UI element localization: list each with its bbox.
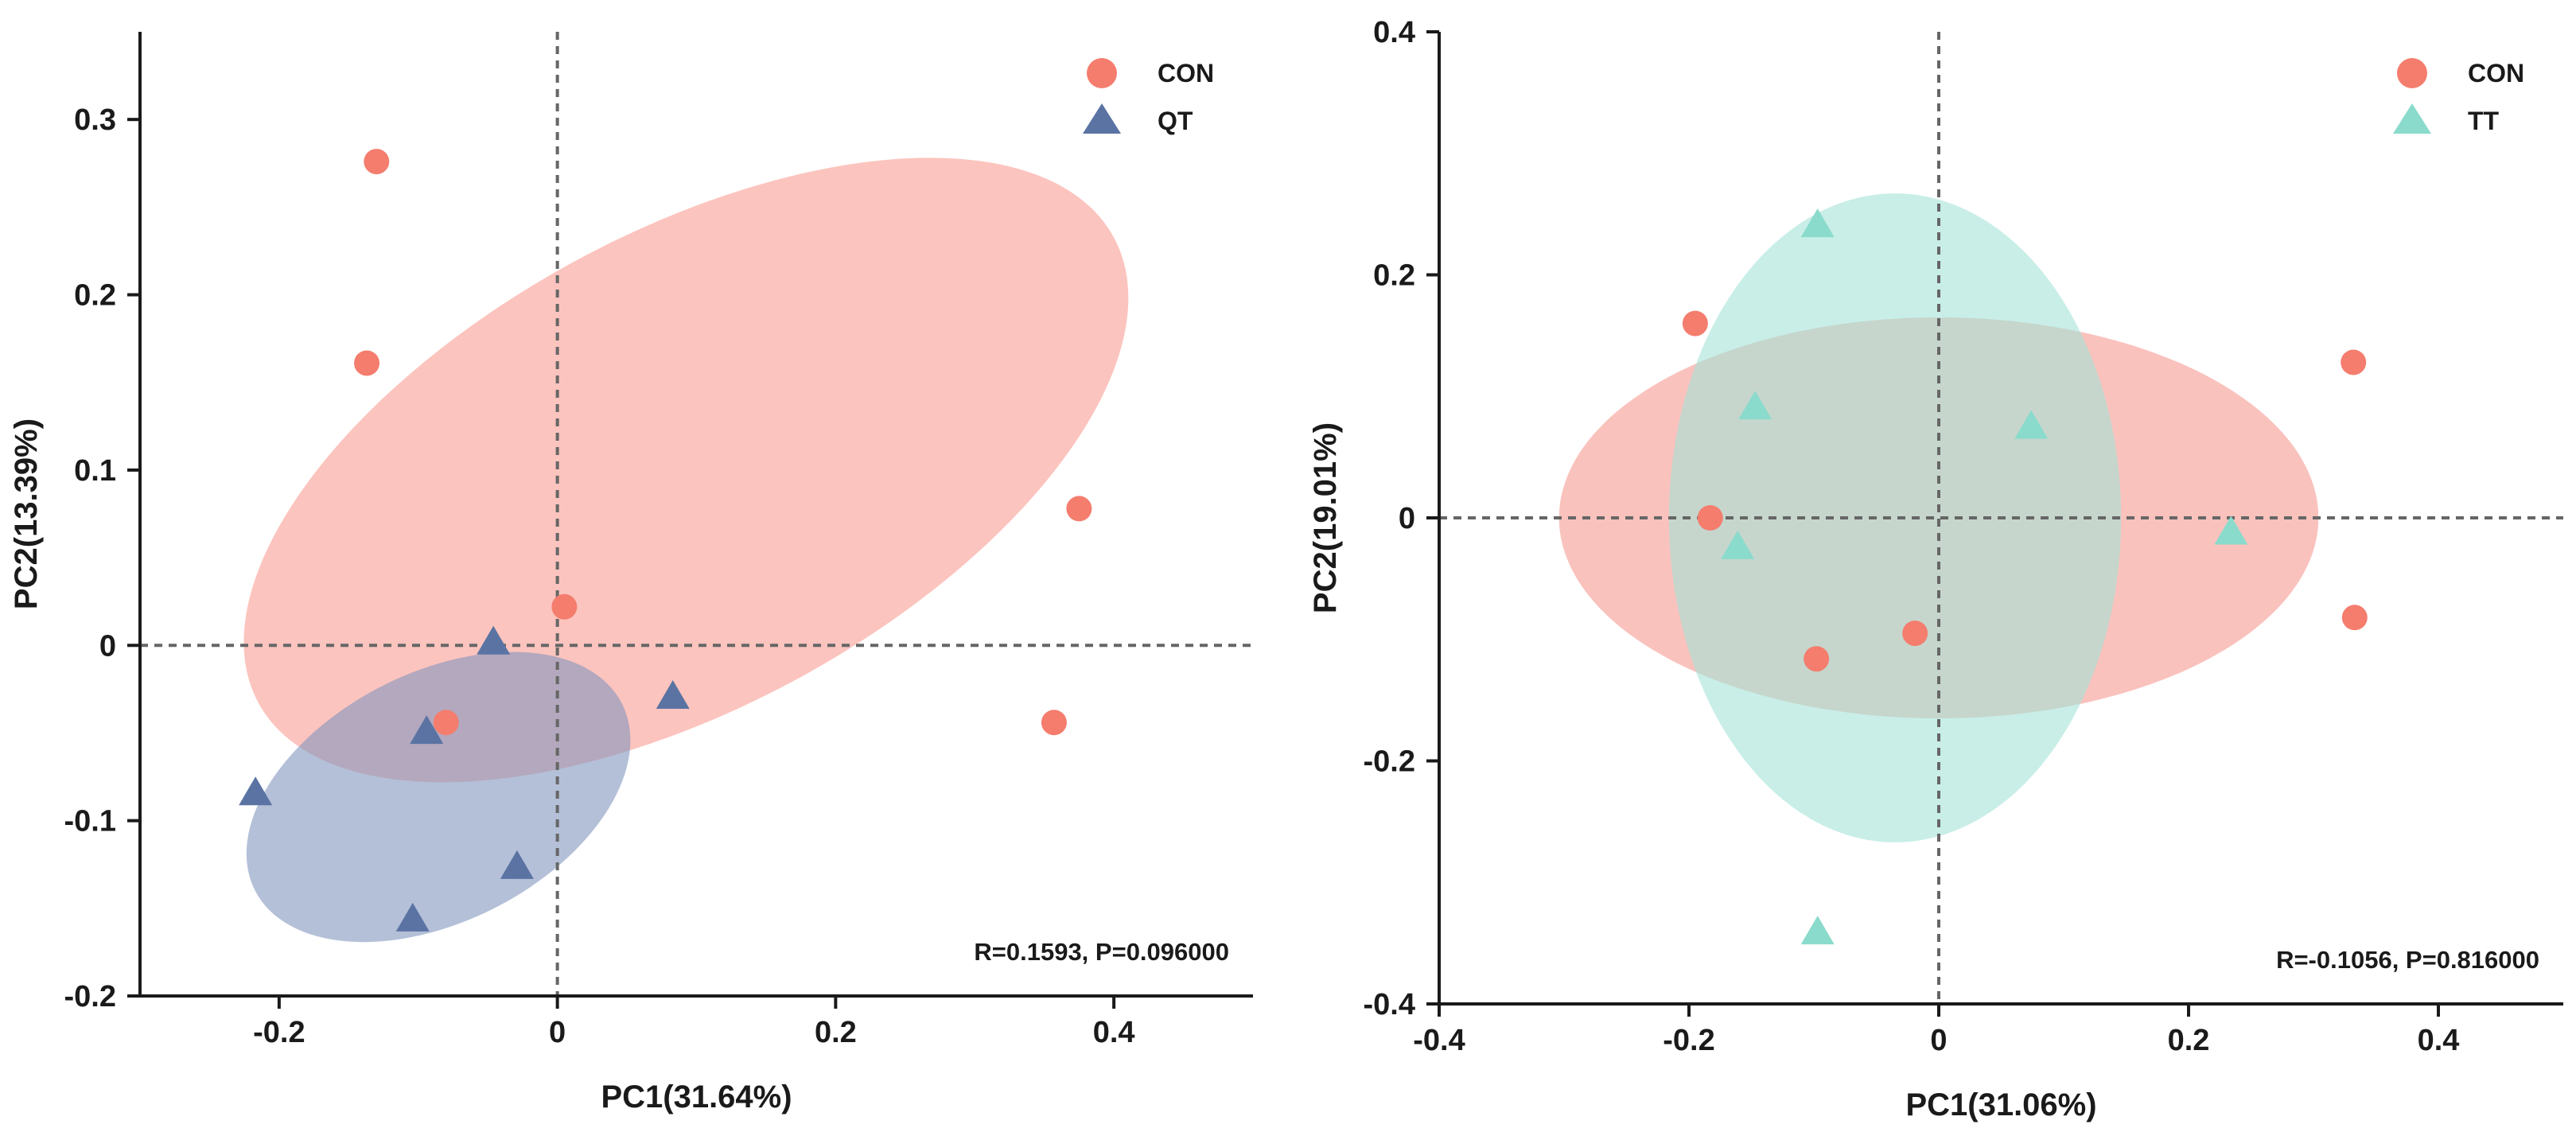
data-point-tt: [1800, 916, 1835, 945]
y-tick-label: 0.1: [74, 454, 116, 488]
legend-marker-qt: [1083, 103, 1121, 134]
y-tick-label: -0.2: [1364, 745, 1415, 779]
data-point-qt: [500, 850, 534, 879]
x-tick-label: -0.4: [1413, 1024, 1465, 1057]
stats-annotation: R=-0.1056, P=0.816000: [2276, 946, 2539, 974]
data-point-tt: [2014, 410, 2049, 439]
y-axis-title: PC2(13.39%): [9, 418, 44, 609]
data-point-con: [364, 149, 390, 175]
data-point-qt: [656, 680, 690, 710]
data-point-qt: [395, 902, 430, 932]
data-point-con: [354, 350, 380, 376]
legend-marker-con: [2397, 58, 2427, 88]
legend-label-tt: TT: [2468, 107, 2500, 135]
x-tick-label: 0.2: [2168, 1024, 2210, 1057]
data-point-con: [1902, 620, 1928, 647]
data-point-tt: [2214, 515, 2248, 545]
x-tick-label: -0.2: [1663, 1024, 1714, 1057]
y-tick-label: 0: [99, 629, 116, 663]
x-tick-label: 0.4: [1093, 1016, 1135, 1049]
data-point-con: [551, 593, 578, 620]
data-point-con: [1804, 646, 1830, 672]
data-point-qt: [477, 625, 511, 655]
x-axis-title: PC1(31.64%): [601, 1079, 792, 1114]
confidence-ellipse-qt: [246, 652, 631, 943]
data-point-qt: [410, 715, 444, 745]
y-tick-label: -0.4: [1364, 988, 1415, 1021]
legend-label-qt: QT: [1158, 107, 1193, 135]
x-tick-label: 0.2: [815, 1016, 857, 1049]
confidence-ellipse-tt: [1668, 193, 2122, 842]
data-point-con: [1697, 505, 1723, 531]
data-point-con: [433, 710, 459, 736]
data-point-con: [2341, 349, 2367, 375]
data-point-con: [2341, 605, 2368, 631]
legend-marker-tt: [2393, 103, 2431, 134]
data-point-tt: [1738, 391, 1772, 420]
pcoa-plot-con-vs-qt: -0.2 0 0.2 0.4 -0.2 -0.1 0 0.1 0.2 0.3 PC1(31.64%)…: [9, 32, 1253, 1114]
data-point-tt: [1800, 208, 1835, 238]
y-tick-label: -0.2: [64, 980, 116, 1013]
y-tick-label: 0.4: [1373, 16, 1415, 49]
data-point-qt: [239, 776, 273, 806]
x-tick-label: -0.2: [253, 1016, 305, 1049]
y-tick-label: 0.3: [74, 103, 116, 137]
x-tick-label: 0.4: [2418, 1024, 2460, 1057]
data-point-con: [1682, 310, 1708, 336]
legend-label-con: CON: [2468, 59, 2524, 88]
x-tick-label: 0: [1930, 1024, 1947, 1057]
y-tick-label: -0.1: [64, 805, 116, 838]
stats-annotation: R=0.1593, P=0.096000: [974, 938, 1229, 966]
data-point-tt: [1721, 530, 1755, 559]
legend-label-con: CON: [1158, 59, 1214, 88]
data-point-con: [1041, 710, 1067, 736]
y-tick-label: 0.2: [1373, 259, 1415, 293]
x-axis-title: PC1(31.06%): [1905, 1087, 2096, 1122]
y-axis-title: PC2(19.01%): [1308, 422, 1343, 613]
y-tick-label: 0: [1399, 502, 1415, 535]
pcoa-plot-con-vs-tt: -0.4 -0.2 0 0.2 0.4 -0.4 -0.2 0 0.2 0.4 PC1(31.06%…: [1308, 16, 2563, 1122]
legend-marker-con: [1087, 58, 1117, 88]
confidence-ellipse-con: [243, 158, 1129, 783]
y-tick-label: 0.2: [74, 279, 116, 313]
data-point-con: [1066, 496, 1092, 522]
x-tick-label: 0: [549, 1016, 566, 1049]
